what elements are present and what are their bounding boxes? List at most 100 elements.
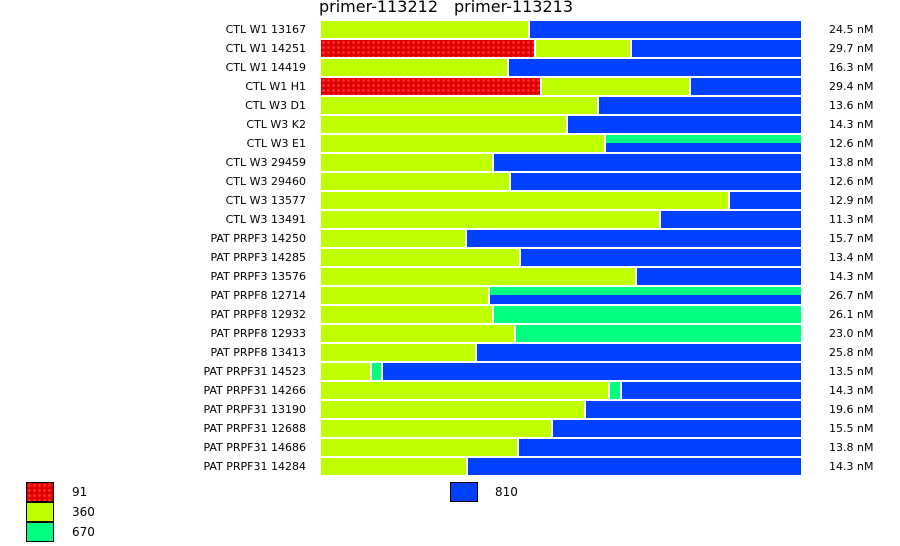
row-label: CTL W1 14419	[225, 61, 306, 74]
bar-segment-810	[468, 458, 801, 475]
row-label: PAT PRPF8 13413	[210, 346, 306, 359]
bar-segment-360	[321, 401, 584, 418]
row-value: 14.3 nM	[829, 270, 874, 283]
row-value: 11.3 nM	[829, 213, 874, 226]
row-value: 26.1 nM	[829, 308, 874, 321]
legend-label-810: 810	[495, 485, 518, 499]
row-value: 13.4 nM	[829, 251, 874, 264]
row-label: PAT PRPF3 14285	[210, 251, 306, 264]
row-label: PAT PRPF8 12932	[210, 308, 306, 321]
bar-segment-810	[661, 211, 801, 228]
row-value: 13.8 nM	[829, 156, 874, 169]
legend-swatch-91	[26, 482, 54, 502]
bar-segment-810	[494, 154, 801, 171]
row-label: PAT PRPF31 13190	[203, 403, 306, 416]
bar-segment-810	[509, 59, 801, 76]
bar-segment-810	[586, 401, 801, 418]
row-label: PAT PRPF31 14686	[203, 441, 306, 454]
bar-segment-91	[321, 78, 540, 95]
bar-segment-810	[553, 420, 801, 437]
row-label: PAT PRPF8 12933	[210, 327, 306, 340]
row-label: CTL W3 13491	[225, 213, 306, 226]
row-label: PAT PRPF31 14284	[203, 460, 306, 473]
bar-segment-360	[321, 21, 528, 38]
title-primer-1: primer-113212	[319, 0, 439, 16]
row-value: 13.8 nM	[829, 441, 874, 454]
legend-swatch-360	[26, 502, 54, 522]
row-value: 25.8 nM	[829, 346, 874, 359]
row-label: PAT PRPF31 14266	[203, 384, 306, 397]
bar-segment-360	[321, 211, 659, 228]
row-value: 24.5 nM	[829, 23, 874, 36]
bar-segment-810	[568, 116, 801, 133]
bar-segment-360	[321, 97, 597, 114]
legend-label-670: 670	[72, 525, 95, 539]
bar-segment-670	[494, 306, 801, 323]
legend-swatch-810	[450, 482, 478, 502]
bar-segment-360	[321, 192, 728, 209]
row-label: PAT PRPF31 14523	[203, 365, 306, 378]
bar-segment-810	[730, 192, 801, 209]
row-value: 12.9 nM	[829, 194, 874, 207]
legend-label-91: 91	[72, 485, 88, 499]
bar-segment-810	[599, 97, 801, 114]
row-value: 26.7 nM	[829, 289, 874, 302]
bar-segment-810	[530, 21, 801, 38]
row-label: PAT PRPF3 13576	[210, 270, 306, 283]
bar-segment-360	[321, 154, 492, 171]
bar-segment-810	[637, 268, 801, 285]
bar-segment-360	[542, 78, 689, 95]
bar-segment-810	[632, 40, 801, 57]
bar-segment-810	[467, 230, 801, 247]
bar-segment-360	[321, 344, 475, 361]
row-label: CTL W1 14251	[225, 42, 306, 55]
bar-segment-360	[321, 382, 608, 399]
legend-label-360: 360	[72, 505, 95, 519]
bar-segment-360	[321, 116, 566, 133]
bar-segment-360	[536, 40, 630, 57]
row-value: 14.3 nM	[829, 460, 874, 473]
row-value: 19.6 nM	[829, 403, 874, 416]
row-value: 15.7 nM	[829, 232, 874, 245]
bar-segment-360	[321, 363, 370, 380]
bar-segment-670	[372, 363, 381, 380]
bar-segment-360	[321, 59, 507, 76]
row-label: CTL W3 D1	[245, 99, 306, 112]
bar-segment-360	[321, 173, 509, 190]
bar-segment-810	[511, 173, 801, 190]
row-value: 14.3 nM	[829, 118, 874, 131]
title-primer-2: primer-113213	[454, 0, 574, 16]
bar-segment-810	[519, 439, 801, 456]
bar-segment-360	[321, 135, 604, 152]
row-label: CTL W3 E1	[246, 137, 306, 150]
row-value: 15.5 nM	[829, 422, 874, 435]
row-label: CTL W1 13167	[225, 23, 306, 36]
row-value: 14.3 nM	[829, 384, 874, 397]
row-value: 12.6 nM	[829, 137, 874, 150]
bar-segment-split	[490, 287, 801, 304]
bar-segment-670	[516, 325, 801, 342]
bar-segment-670	[610, 382, 620, 399]
row-value: 12.6 nM	[829, 175, 874, 188]
bar-segment-360	[321, 268, 635, 285]
bar-segment-360	[321, 287, 488, 304]
row-label: CTL W3 13577	[225, 194, 306, 207]
row-label: CTL W3 K2	[246, 118, 306, 131]
row-label: PAT PRPF3 14250	[210, 232, 306, 245]
row-label: CTL W3 29460	[225, 175, 306, 188]
bar-segment-360	[321, 306, 492, 323]
row-value: 13.6 nM	[829, 99, 874, 112]
bar-segment-810	[521, 249, 801, 266]
row-label: PAT PRPF8 12714	[210, 289, 306, 302]
legend-swatch-670	[26, 522, 54, 542]
bar-segment-360	[321, 458, 466, 475]
bar-segment-91	[321, 40, 534, 57]
bar-segment-split	[606, 135, 801, 152]
bar-segment-810	[691, 78, 801, 95]
row-value: 29.4 nM	[829, 80, 874, 93]
bar-segment-360	[321, 325, 514, 342]
bar-segment-810	[477, 344, 801, 361]
bar-segment-360	[321, 230, 465, 247]
bar-segment-810	[383, 363, 801, 380]
